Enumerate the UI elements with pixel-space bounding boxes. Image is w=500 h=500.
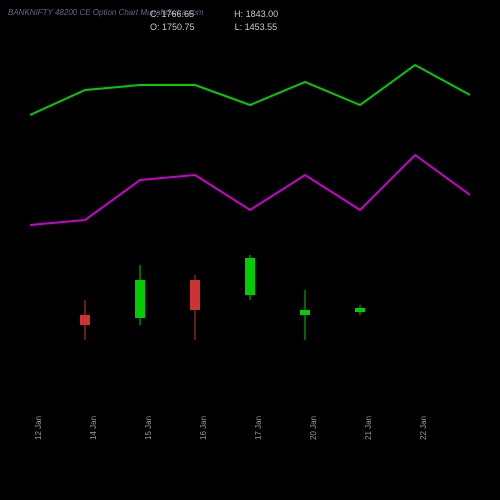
x-axis-label: 15 Jan bbox=[144, 416, 153, 440]
x-axis-label: 21 Jan bbox=[364, 416, 373, 440]
candle-body bbox=[245, 258, 255, 295]
ohlc-high: H: 1843.00 bbox=[234, 8, 278, 21]
ohlc-low: L: 1453.55 bbox=[235, 21, 278, 34]
lower-band-line bbox=[30, 155, 470, 225]
candle-body bbox=[80, 315, 90, 325]
candle-body bbox=[300, 310, 310, 315]
ohlc-open: O: 1750.75 bbox=[150, 21, 195, 34]
ohlc-panel: C: 1766.65 H: 1843.00 O: 1750.75 L: 1453… bbox=[150, 8, 278, 33]
x-axis-label: 17 Jan bbox=[254, 416, 263, 440]
upper-band-line bbox=[30, 65, 470, 115]
candle-body bbox=[190, 280, 200, 310]
x-axis-label: 12 Jan bbox=[34, 416, 43, 440]
chart-area bbox=[30, 40, 470, 390]
x-axis-label: 20 Jan bbox=[309, 416, 318, 440]
x-axis-label: 16 Jan bbox=[199, 416, 208, 440]
x-axis-label: 14 Jan bbox=[89, 416, 98, 440]
x-axis-labels: 12 Jan 14 Jan 15 Jan 16 Jan 17 Jan 20 Jan 21 J… bbox=[30, 400, 470, 480]
candle-body bbox=[135, 280, 145, 318]
ohlc-close: C: 1766.65 bbox=[150, 8, 194, 21]
candle-body bbox=[355, 308, 365, 312]
chart-svg bbox=[30, 40, 470, 390]
x-axis-label: 22 Jan bbox=[419, 416, 428, 440]
